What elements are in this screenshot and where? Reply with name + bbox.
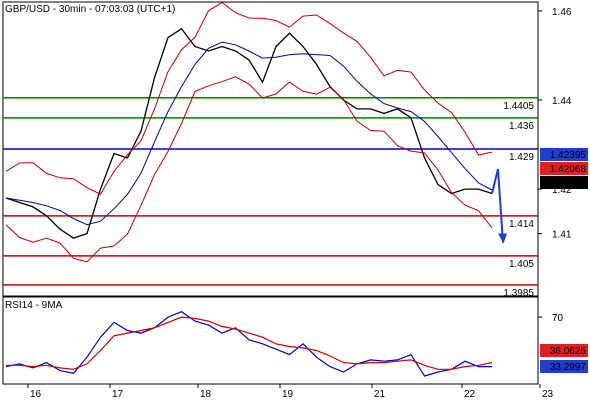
bollinger-lower [5,76,493,263]
bollinger-upper [5,1,493,195]
projection-arrow-head [498,233,507,244]
x-tick-label: 22 [464,389,476,400]
x-tick-label: 16 [30,389,42,400]
price-tag [540,162,588,175]
rsi-y-tick-label: 70 [552,313,564,324]
level-label: 1.405 [509,259,534,270]
rsi-tag-label: 36.0625 [550,346,587,357]
rsi-title: RSI14 - 9MA [5,300,63,311]
price-tag [540,176,588,189]
y-tick-label: 1.42 [552,185,572,196]
price-tag-label: 1.42395 [550,150,587,161]
rsi-ma-line [6,316,493,370]
y-tick-label: 1.46 [552,7,572,18]
x-tick-label: 17 [112,389,124,400]
projection-arrow-line [491,168,504,243]
moving-average-line [5,41,493,226]
x-tick-label: 19 [282,389,294,400]
chart-title: GBP/USD - 30min - 07:03:03 (UTC+1) [5,4,175,15]
rsi-tag [540,360,588,373]
price-tag-label: 1.419 [561,178,586,189]
level-label: 1.436 [509,121,534,132]
price-tag [540,148,588,161]
level-label: 1.414 [509,219,534,230]
price-line [5,27,493,239]
level-label: 1.429 [509,152,534,163]
x-tick-label: 21 [374,389,386,400]
rsi-tag [540,344,588,357]
price-tag-label: 1.42068 [550,164,587,175]
rsi-line [5,311,492,377]
x-tick-label: 23 [542,389,554,400]
level-label: 1.3985 [503,288,534,299]
rsi-tag-label: 33.2997 [550,362,587,373]
x-tick-label: 18 [200,389,212,400]
y-tick-label: 1.44 [552,96,572,107]
y-tick-label: 1.41 [552,230,572,241]
level-label: 1.4405 [503,101,534,112]
